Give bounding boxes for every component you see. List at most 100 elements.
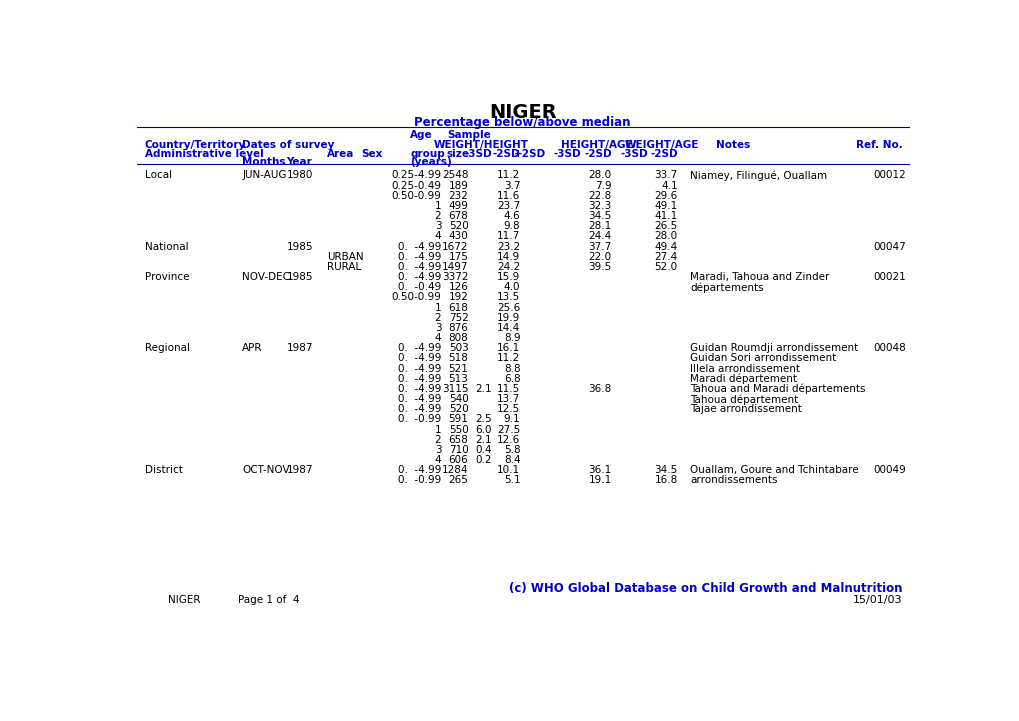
Text: 36.8: 36.8 xyxy=(588,384,611,394)
Text: 1985: 1985 xyxy=(286,242,313,252)
Text: 0.  -4.99: 0. -4.99 xyxy=(397,272,441,282)
Text: 22.8: 22.8 xyxy=(588,191,611,200)
Text: NOV-DEC: NOV-DEC xyxy=(242,272,290,282)
Text: 15.9: 15.9 xyxy=(496,272,520,282)
Text: URBAN: URBAN xyxy=(327,252,364,262)
Text: (years): (years) xyxy=(410,157,451,167)
Text: HEIGHT/AGE: HEIGHT/AGE xyxy=(560,140,632,150)
Text: Illela arrondissement: Illela arrondissement xyxy=(690,363,799,373)
Text: JUN-AUG: JUN-AUG xyxy=(242,170,286,180)
Text: 32.3: 32.3 xyxy=(588,201,611,211)
Text: 0.  -4.99: 0. -4.99 xyxy=(397,262,441,272)
Text: 192: 192 xyxy=(448,293,468,302)
Text: 0.25-0.49: 0.25-0.49 xyxy=(391,181,441,190)
Text: 52.0: 52.0 xyxy=(654,262,677,272)
Text: 19.1: 19.1 xyxy=(588,475,611,485)
Text: 550: 550 xyxy=(448,425,468,435)
Text: 0.  -4.99: 0. -4.99 xyxy=(397,252,441,262)
Text: 540: 540 xyxy=(448,394,468,404)
Text: 7.9: 7.9 xyxy=(595,181,611,190)
Text: Months: Months xyxy=(242,157,285,167)
Text: Dates of survey: Dates of survey xyxy=(242,140,334,150)
Text: 2: 2 xyxy=(434,211,441,221)
Text: 10.1: 10.1 xyxy=(497,465,520,475)
Text: 14.9: 14.9 xyxy=(496,252,520,262)
Text: 12.5: 12.5 xyxy=(496,404,520,415)
Text: -2SD: -2SD xyxy=(584,149,611,159)
Text: 14.4: 14.4 xyxy=(496,323,520,333)
Text: 22.0: 22.0 xyxy=(588,252,611,262)
Text: Niamey, Filingué, Ouallam: Niamey, Filingué, Ouallam xyxy=(690,170,826,181)
Text: Local: Local xyxy=(145,170,171,180)
Text: Maradi, Tahoua and Zinder: Maradi, Tahoua and Zinder xyxy=(690,272,828,282)
Text: 752: 752 xyxy=(448,313,468,323)
Text: 0.  -4.99: 0. -4.99 xyxy=(397,242,441,252)
Text: 1: 1 xyxy=(434,303,441,313)
Text: 3: 3 xyxy=(434,445,441,455)
Text: +2SD: +2SD xyxy=(514,149,545,159)
Text: 8.9: 8.9 xyxy=(503,333,520,343)
Text: 41.1: 41.1 xyxy=(654,211,677,221)
Text: 0.4: 0.4 xyxy=(475,445,491,455)
Text: 1987: 1987 xyxy=(286,465,313,475)
Text: 430: 430 xyxy=(448,231,468,242)
Text: Area: Area xyxy=(327,149,355,159)
Text: 232: 232 xyxy=(448,191,468,200)
Text: 15/01/03: 15/01/03 xyxy=(852,595,902,605)
Text: 11.7: 11.7 xyxy=(496,231,520,242)
Text: 11.5: 11.5 xyxy=(496,384,520,394)
Text: 25.6: 25.6 xyxy=(496,303,520,313)
Text: 26.5: 26.5 xyxy=(654,221,677,231)
Text: Tajae arrondissement: Tajae arrondissement xyxy=(690,404,801,415)
Text: 0.  -4.99: 0. -4.99 xyxy=(397,465,441,475)
Text: 710: 710 xyxy=(448,445,468,455)
Text: 0.  -0.49: 0. -0.49 xyxy=(397,282,441,292)
Text: 23.2: 23.2 xyxy=(496,242,520,252)
Text: 24.4: 24.4 xyxy=(588,231,611,242)
Text: 1672: 1672 xyxy=(441,242,468,252)
Text: Maradi département: Maradi département xyxy=(690,373,797,384)
Text: 1980: 1980 xyxy=(286,170,313,180)
Text: 27.4: 27.4 xyxy=(654,252,677,262)
Text: 16.8: 16.8 xyxy=(654,475,677,485)
Text: 0.  -4.99: 0. -4.99 xyxy=(397,394,441,404)
Text: 11.2: 11.2 xyxy=(496,353,520,363)
Text: 9.8: 9.8 xyxy=(503,221,520,231)
Text: 0.25-4.99: 0.25-4.99 xyxy=(391,170,441,180)
Text: District: District xyxy=(145,465,182,475)
Text: 0.  -4.99: 0. -4.99 xyxy=(397,343,441,353)
Text: 4.0: 4.0 xyxy=(503,282,520,292)
Text: 2: 2 xyxy=(434,313,441,323)
Text: 24.2: 24.2 xyxy=(496,262,520,272)
Text: 520: 520 xyxy=(448,404,468,415)
Text: 503: 503 xyxy=(448,343,468,353)
Text: -2SD: -2SD xyxy=(649,149,677,159)
Text: Guidan Sori arrondissement: Guidan Sori arrondissement xyxy=(690,353,836,363)
Text: 29.6: 29.6 xyxy=(654,191,677,200)
Text: 175: 175 xyxy=(448,252,468,262)
Text: Ref. No.: Ref. No. xyxy=(855,140,902,150)
Text: arrondissements: arrondissements xyxy=(690,475,776,485)
Text: 1284: 1284 xyxy=(441,465,468,475)
Text: 23.7: 23.7 xyxy=(496,201,520,211)
Text: size: size xyxy=(446,149,470,159)
Text: 591: 591 xyxy=(448,415,468,425)
Text: 0.  -4.99: 0. -4.99 xyxy=(397,384,441,394)
Text: 808: 808 xyxy=(448,333,468,343)
Text: 0.  -0.99: 0. -0.99 xyxy=(397,415,441,425)
Text: WEIGHT/AGE: WEIGHT/AGE xyxy=(624,140,698,150)
Text: 5.8: 5.8 xyxy=(503,445,520,455)
Text: Sex: Sex xyxy=(361,149,382,159)
Text: 1985: 1985 xyxy=(286,272,313,282)
Text: 39.5: 39.5 xyxy=(588,262,611,272)
Text: Administrative level: Administrative level xyxy=(145,149,263,159)
Text: 0.  -0.99: 0. -0.99 xyxy=(397,475,441,485)
Text: 520: 520 xyxy=(448,221,468,231)
Text: 3.7: 3.7 xyxy=(503,181,520,190)
Text: NIGER: NIGER xyxy=(488,102,556,122)
Text: Page 1 of  4: Page 1 of 4 xyxy=(237,595,299,605)
Text: 6.0: 6.0 xyxy=(475,425,491,435)
Text: 3: 3 xyxy=(434,221,441,231)
Text: 265: 265 xyxy=(448,475,468,485)
Text: 1497: 1497 xyxy=(441,262,468,272)
